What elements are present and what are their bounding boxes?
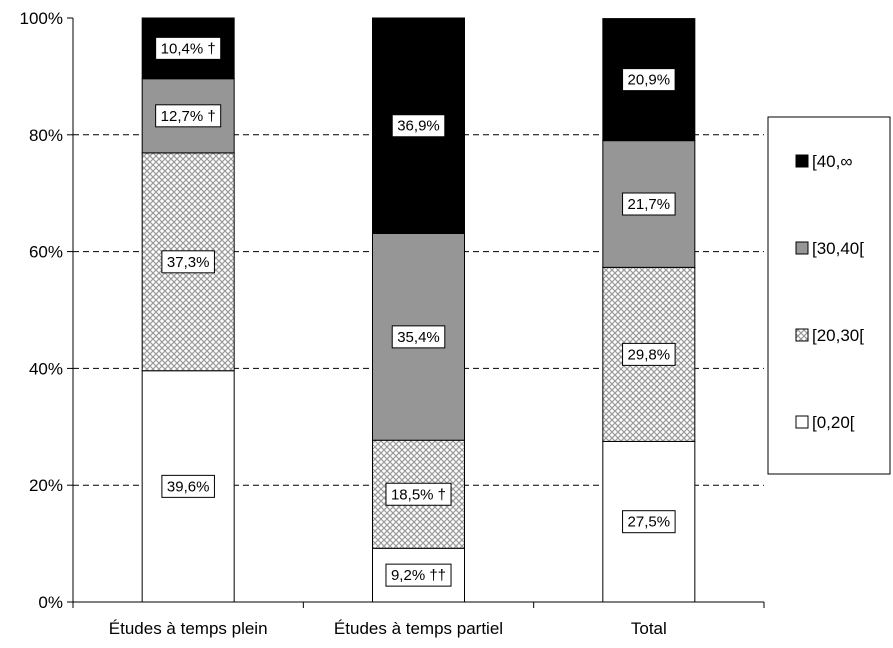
data-label-box (385, 482, 452, 506)
data-label-box (161, 250, 215, 274)
data-label-text: 37,3% (167, 254, 210, 271)
data-label-3-2: 29,8% (622, 342, 676, 366)
legend-label-4: [0,20[ (812, 413, 855, 432)
bars-layer (141, 17, 696, 603)
y-tick-label: 60% (29, 243, 63, 262)
legend-swatch-4 (795, 415, 809, 429)
data-label-text: 12,7% † (161, 108, 216, 125)
data-label-3-3: 21,7% (622, 192, 676, 216)
axes-layer: 0% 20% 40% 60% 80% 100% Études à temps plein Ét… (20, 9, 765, 638)
x-tick-label: Études à temps plein (109, 619, 268, 638)
data-label-2-2: 18,5% † (385, 482, 452, 506)
data-label-box (391, 114, 446, 138)
data-label-box (622, 342, 676, 366)
y-tick-label: 0% (38, 593, 63, 612)
data-label-text: 20,9% (628, 72, 671, 89)
data-label-text: 27,5% (628, 514, 671, 531)
data-label-box (155, 36, 222, 60)
x-tick-label: Total (631, 619, 667, 638)
data-label-2-3: 35,4% (391, 325, 446, 349)
data-labels-layer: 39,6% 37,3% 12,7% † 10,4% † 9,2% †† 18,5% † 35… (155, 36, 676, 587)
legend-swatch-1 (795, 154, 809, 168)
data-label-text: 29,8% (628, 346, 671, 363)
data-label-2-1: 9,2% †† (385, 563, 452, 587)
data-label-box (161, 474, 215, 498)
data-label-text: 18,5% † (391, 486, 446, 503)
y-tick-label: 40% (29, 359, 63, 378)
data-label-text: 9,2% †† (391, 567, 446, 584)
data-label-2-4: 36,9% (391, 114, 446, 138)
data-label-box (622, 510, 676, 534)
legend-label-2: [30,40[ (812, 239, 864, 258)
data-label-box (391, 325, 446, 349)
data-label-text: 21,7% (628, 196, 671, 213)
data-label-1-2: 37,3% (161, 250, 215, 274)
legend: [40,∞ [30,40[ [20,30[ [0,20[ (767, 116, 891, 475)
legend-label-1: [40,∞ (812, 152, 852, 171)
legend-box (767, 116, 891, 475)
data-label-text: 36,9% (397, 118, 440, 135)
data-label-text: 10,4% † (161, 40, 216, 57)
legend-swatch-3 (795, 328, 809, 342)
data-label-1-1: 39,6% (161, 474, 215, 498)
x-tick-label: Études à temps partiel (334, 619, 503, 638)
data-label-3-1: 27,5% (622, 510, 676, 534)
y-tick-label: 80% (29, 126, 63, 145)
data-label-box (385, 563, 452, 587)
data-label-3-4: 20,9% (622, 68, 676, 92)
legend-swatch-2 (795, 241, 809, 255)
data-label-1-3: 12,7% † (155, 104, 222, 128)
y-tick-label: 100% (20, 9, 63, 28)
legend-label-3: [20,30[ (812, 326, 864, 345)
data-label-text: 39,6% (167, 478, 210, 495)
data-label-text: 35,4% (397, 329, 440, 346)
data-label-1-4: 10,4% † (155, 36, 222, 60)
bar-segment-3-3 (602, 140, 696, 268)
y-tick-label: 20% (29, 476, 63, 495)
data-label-box (622, 192, 676, 216)
data-label-box (155, 104, 222, 128)
data-label-box (622, 68, 676, 92)
